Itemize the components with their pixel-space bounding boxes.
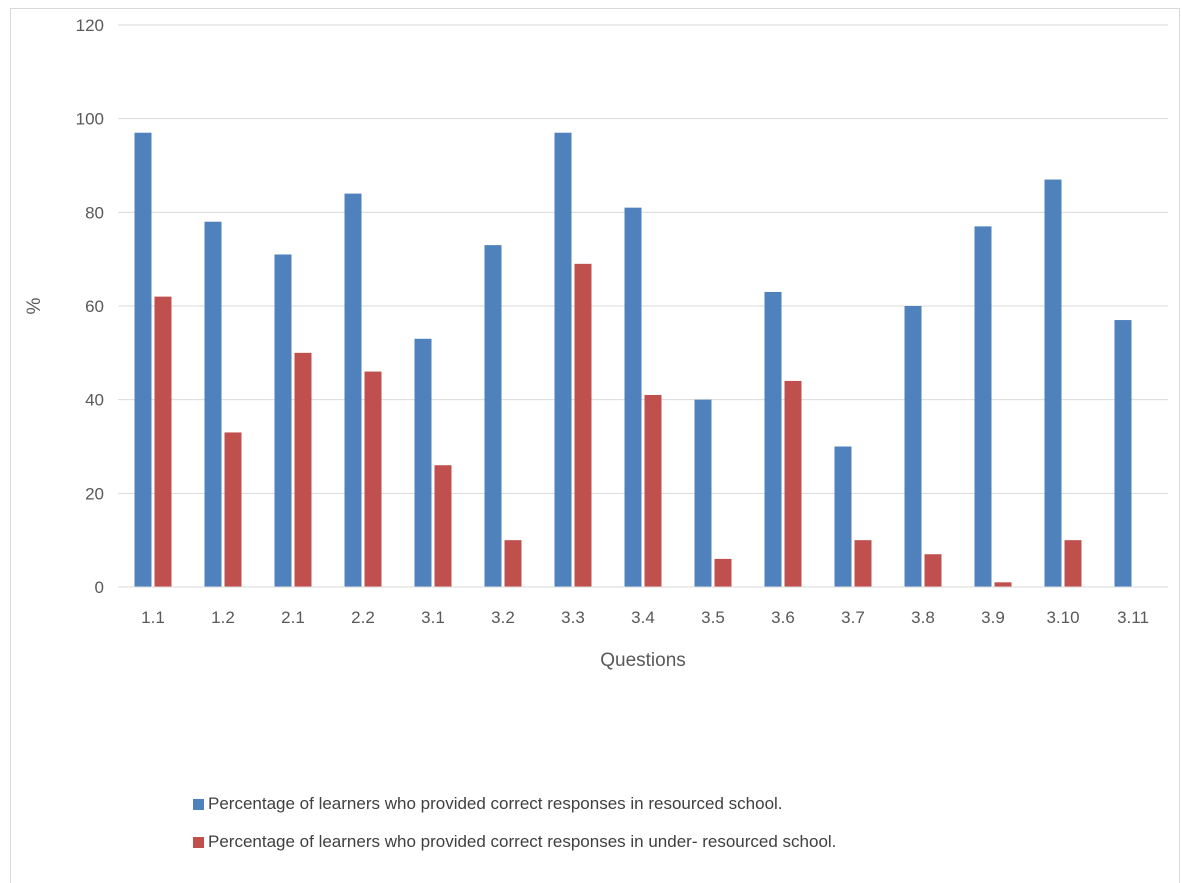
bar-resourced-2.1 bbox=[274, 254, 292, 587]
bar-under-resourced-3.10 bbox=[1064, 540, 1082, 587]
bar-resourced-3.4 bbox=[624, 207, 642, 587]
bar-under-resourced-3.7 bbox=[854, 540, 872, 587]
legend-label-under-resourced: Percentage of learners who provided corr… bbox=[208, 832, 837, 851]
bar-under-resourced-2.1 bbox=[294, 352, 312, 587]
y-tick-label: 100 bbox=[76, 110, 104, 129]
bar-resourced-3.6 bbox=[764, 291, 782, 587]
legend: Percentage of learners who provided corr… bbox=[193, 794, 836, 870]
x-tick-label: 3.2 bbox=[491, 608, 515, 627]
x-tick-label: 1.1 bbox=[141, 608, 165, 627]
bar-under-resourced-3.9 bbox=[994, 582, 1012, 587]
bars bbox=[134, 132, 1132, 588]
y-tick-label: 80 bbox=[85, 203, 104, 222]
gridlines bbox=[118, 24, 1168, 494]
bar-resourced-1.2 bbox=[204, 221, 222, 587]
bar-under-resourced-3.8 bbox=[924, 554, 942, 587]
x-tick-label: 3.8 bbox=[911, 608, 935, 627]
bar-under-resourced-3.4 bbox=[644, 394, 662, 587]
bar-resourced-2.2 bbox=[344, 193, 362, 587]
x-tick-label: 3.6 bbox=[771, 608, 795, 627]
bar-resourced-3.10 bbox=[1044, 179, 1062, 588]
x-tick-label: 3.1 bbox=[421, 608, 445, 627]
y-tick-label: 120 bbox=[76, 16, 104, 35]
x-tick-label: 3.9 bbox=[981, 608, 1005, 627]
y-tick-label: 60 bbox=[85, 297, 104, 316]
bar-under-resourced-3.5 bbox=[714, 558, 732, 587]
y-axis-title: % bbox=[24, 297, 45, 314]
bar-resourced-3.2 bbox=[484, 245, 502, 587]
bar-resourced-3.9 bbox=[974, 226, 992, 587]
bar-under-resourced-3.6 bbox=[784, 380, 802, 587]
x-axis-title: Questions bbox=[600, 650, 686, 671]
chart-frame bbox=[10, 8, 1180, 883]
legend-label-resourced: Percentage of learners who provided corr… bbox=[208, 794, 783, 813]
bar-resourced-3.5 bbox=[694, 399, 712, 587]
legend-swatch-resourced bbox=[193, 798, 204, 810]
x-axis-tick-labels: 1.1 1.2 2.1 2.2 3.1 3.2 3.3 3.4 3.5 3.6 3.7 3.8 3.9 3… bbox=[141, 608, 1149, 627]
bar-under-resourced-1.1 bbox=[154, 296, 172, 587]
x-tick-label: 1.2 bbox=[211, 608, 235, 627]
y-axis-tick-labels: 0 20 40 60 80 100 120 bbox=[76, 16, 104, 597]
legend-swatch-under-resourced bbox=[193, 836, 204, 848]
x-tick-label: 3.10 bbox=[1046, 608, 1079, 627]
bar-under-resourced-2.2 bbox=[364, 371, 382, 587]
x-tick-label: 3.5 bbox=[701, 608, 725, 627]
legend-item-resourced: Percentage of learners who provided corr… bbox=[193, 794, 836, 814]
bar-under-resourced-3.2 bbox=[504, 540, 522, 587]
x-tick-label: 3.11 bbox=[1117, 608, 1149, 627]
x-tick-label: 3.3 bbox=[561, 608, 585, 627]
y-tick-label: 40 bbox=[85, 391, 104, 410]
bar-under-resourced-1.2 bbox=[224, 432, 242, 587]
bar-under-resourced-3.3 bbox=[574, 263, 592, 587]
bar-chart: 0 20 40 60 80 100 120 1.1 1.2 2.1 2.2 3.1 3.2 3.3 3.4… bbox=[24, 16, 1168, 671]
y-tick-label: 0 bbox=[95, 578, 104, 597]
legend-item-under-resourced: Percentage of learners who provided corr… bbox=[193, 832, 836, 852]
y-tick-label: 20 bbox=[85, 484, 104, 503]
bar-resourced-3.8 bbox=[904, 306, 922, 587]
bar-resourced-3.11 bbox=[1114, 320, 1132, 587]
x-tick-label: 3.4 bbox=[631, 608, 655, 627]
bar-under-resourced-3.1 bbox=[434, 465, 452, 587]
bar-resourced-3.7 bbox=[834, 446, 852, 587]
bar-resourced-3.3 bbox=[554, 132, 572, 587]
bar-resourced-1.1 bbox=[134, 132, 152, 587]
bar-resourced-3.1 bbox=[414, 338, 432, 587]
x-tick-label: 2.2 bbox=[351, 608, 375, 627]
x-tick-label: 2.1 bbox=[281, 608, 305, 627]
x-tick-label: 3.7 bbox=[841, 608, 865, 627]
